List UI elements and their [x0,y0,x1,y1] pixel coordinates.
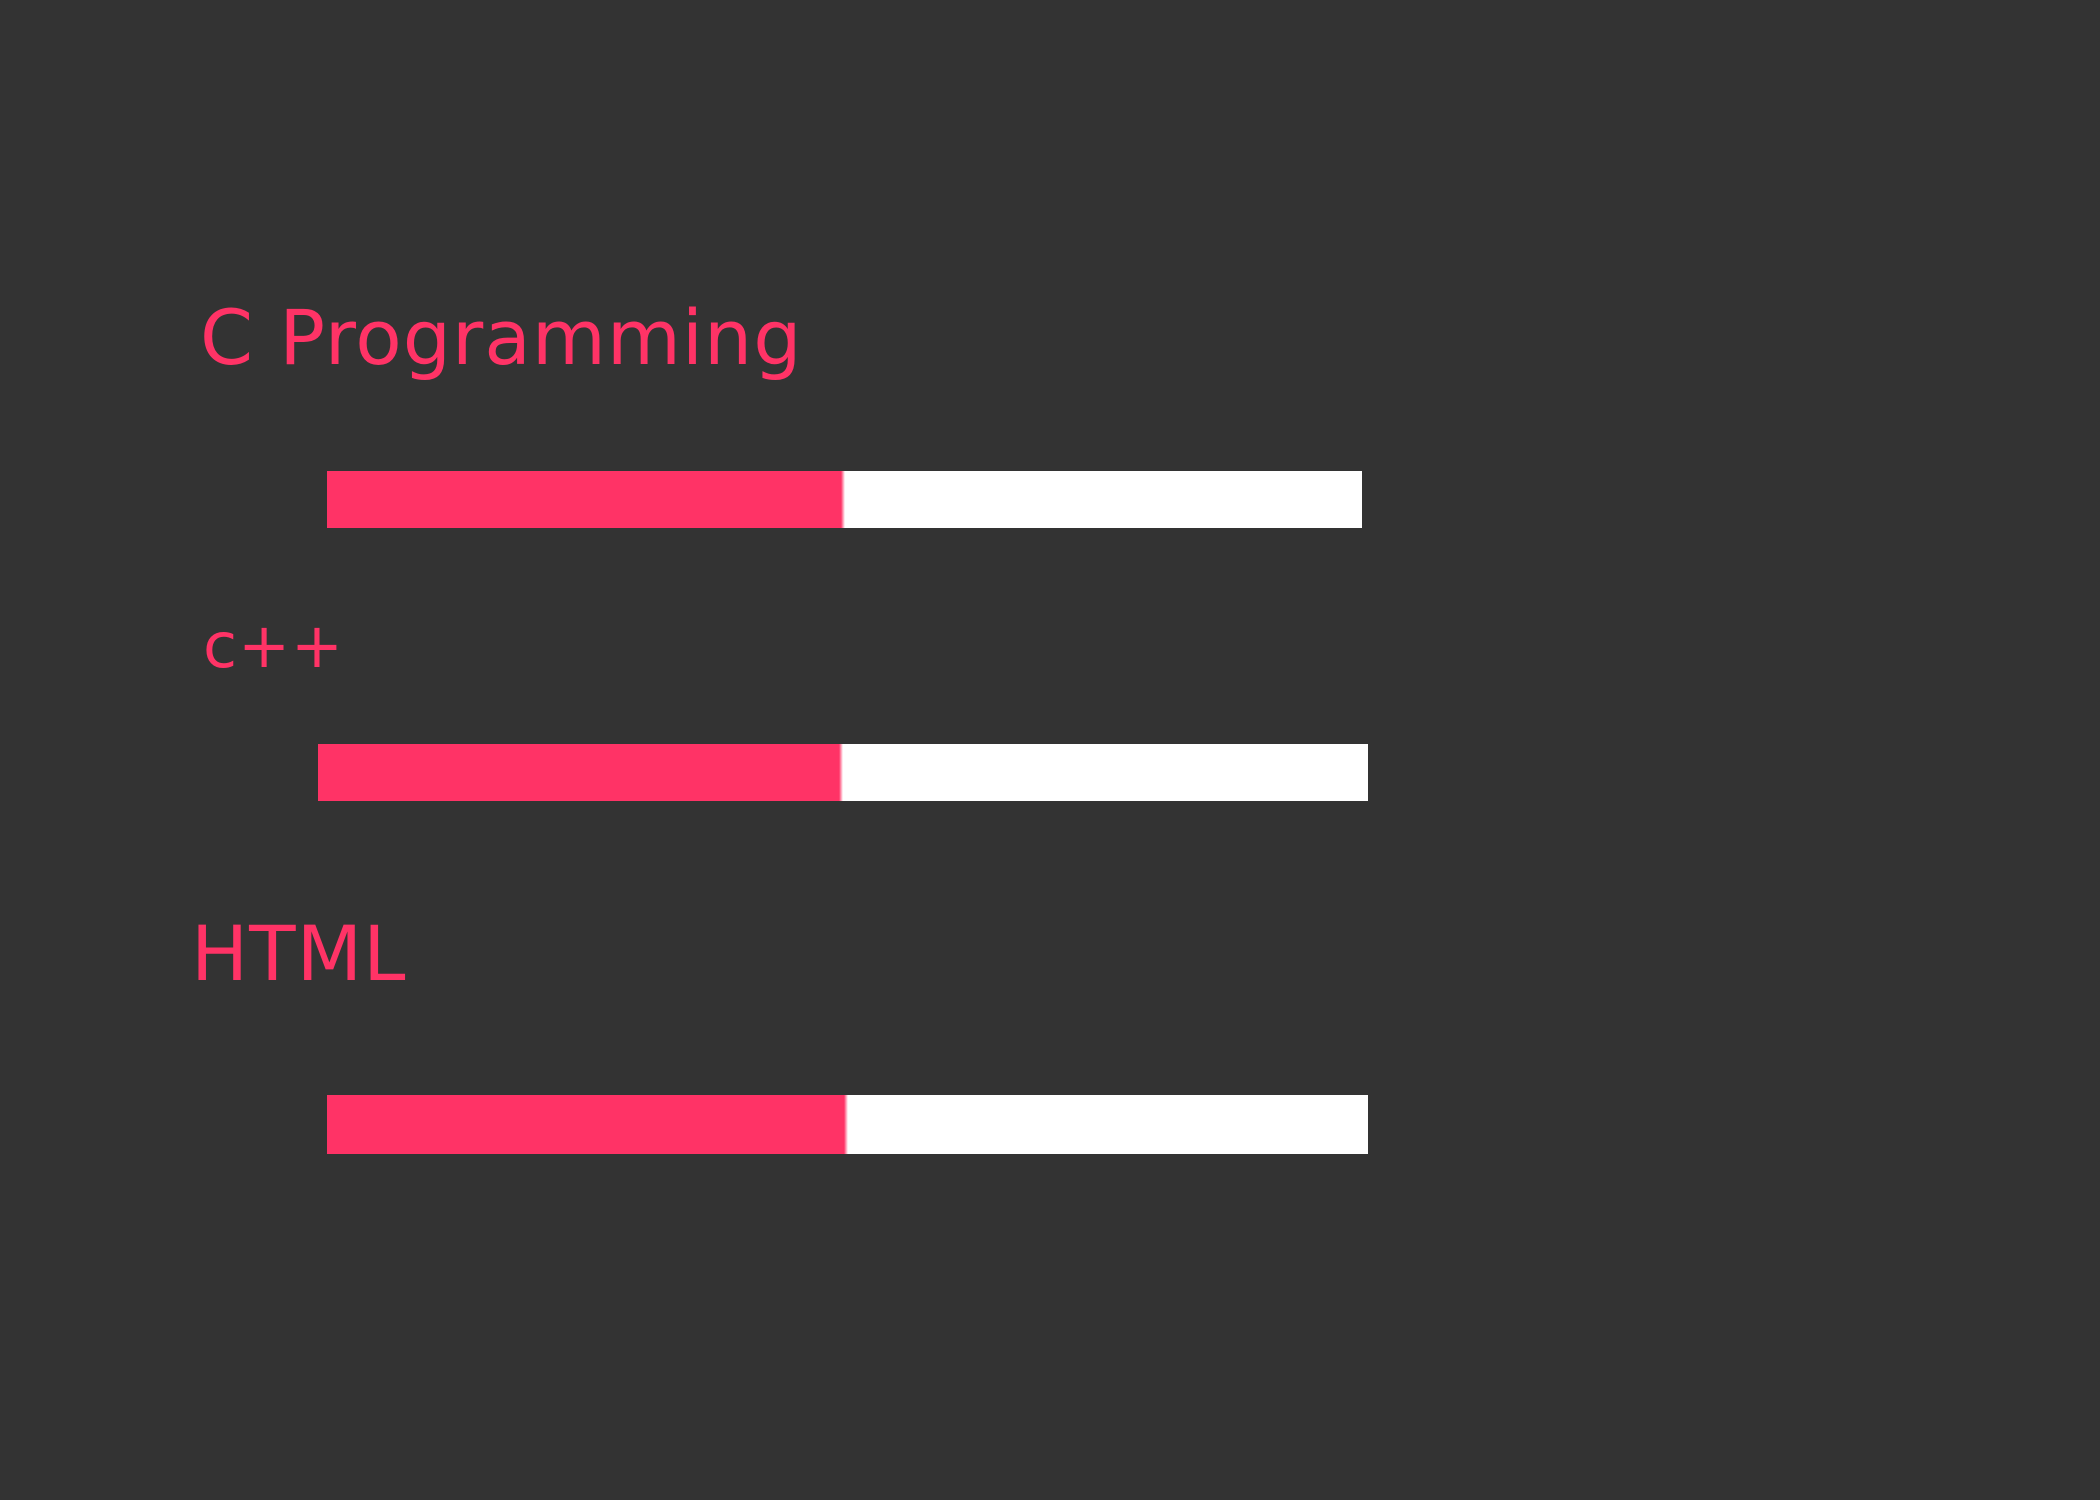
progress-bar-cpp [318,744,1368,801]
progress-bar-c-programming [327,471,1362,528]
progress-bar-html [327,1095,1368,1154]
skill-label-cpp: c++ [203,609,344,682]
progress-fill-html [327,1095,848,1154]
progress-fill-c-programming [327,471,845,528]
skill-label-html: HTML [191,909,407,998]
progress-fill-cpp [318,744,843,801]
skill-label-c-programming: C Programming [200,293,803,382]
